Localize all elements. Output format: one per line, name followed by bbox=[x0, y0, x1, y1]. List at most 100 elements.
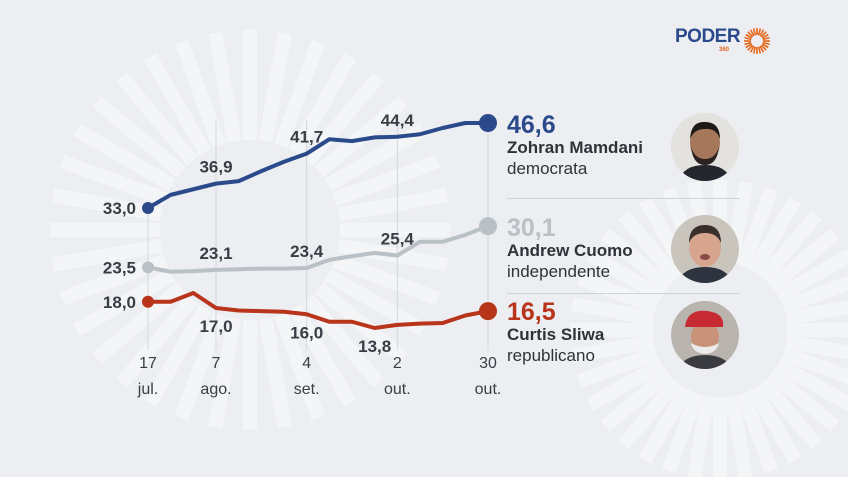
logo-sub: 360 bbox=[719, 47, 730, 53]
sunburst-ray bbox=[324, 268, 427, 337]
sun-ray bbox=[762, 36, 770, 41]
start-point bbox=[142, 202, 154, 214]
cuomo-photo bbox=[671, 215, 739, 283]
data-label: 13,8 bbox=[358, 337, 391, 356]
data-label: 36,9 bbox=[199, 158, 232, 177]
sunburst-ray bbox=[116, 294, 198, 388]
sun-ray bbox=[752, 46, 757, 54]
sunburst-ray bbox=[618, 377, 682, 450]
x-tick-month: out. bbox=[384, 381, 411, 398]
sunburst-ray bbox=[774, 357, 848, 412]
sun-icon bbox=[744, 28, 771, 54]
data-label: 41,7 bbox=[290, 128, 323, 147]
sunburst-ray bbox=[662, 391, 704, 474]
sunburst-ray bbox=[258, 31, 292, 143]
x-tick-day: 7 bbox=[212, 355, 221, 372]
sunburst-ray bbox=[781, 275, 848, 314]
sunburst-ray bbox=[116, 72, 198, 166]
x-tick-day: 17 bbox=[139, 355, 157, 372]
sun-ray bbox=[745, 33, 753, 39]
sunburst-ray bbox=[288, 304, 357, 407]
sunburst-ray bbox=[747, 384, 802, 464]
mamdani-photo bbox=[671, 113, 739, 181]
series-line-2 bbox=[148, 291, 489, 330]
sunburst-ray bbox=[274, 39, 325, 148]
x-tick-month: set. bbox=[294, 381, 320, 398]
logo-text: PODER bbox=[675, 26, 741, 47]
start-point bbox=[142, 295, 154, 308]
x-tick-month: out. bbox=[475, 381, 502, 398]
end-point bbox=[479, 217, 497, 236]
candidate-name: Curtis Sliwa bbox=[507, 325, 605, 344]
series-line-1 bbox=[147, 224, 489, 274]
sunburst-ray bbox=[571, 297, 655, 326]
sunburst-ray bbox=[73, 268, 176, 337]
sunburst-ray bbox=[600, 368, 673, 432]
sunburst-ray bbox=[208, 31, 242, 143]
x-tick-month: jul. bbox=[137, 381, 158, 398]
sun-ray bbox=[762, 41, 770, 46]
sunburst-ray bbox=[638, 384, 693, 464]
sun-ray bbox=[761, 33, 769, 39]
series-line-0 bbox=[146, 121, 488, 210]
data-label: 23,5 bbox=[103, 258, 136, 277]
candidate-party: independente bbox=[507, 262, 611, 281]
sunburst-ray bbox=[736, 391, 778, 474]
sunburst-ray bbox=[586, 248, 666, 303]
candidate-name: Zohran Mamdani bbox=[507, 138, 644, 157]
sun-ray bbox=[744, 36, 752, 41]
sun-ray bbox=[757, 46, 762, 54]
sunburst-ray bbox=[302, 294, 384, 388]
x-tick-month: ago. bbox=[200, 381, 231, 398]
sun-ray bbox=[749, 29, 755, 37]
sun-ray bbox=[752, 28, 757, 36]
end-point bbox=[479, 114, 497, 132]
x-tick-day: 30 bbox=[479, 355, 497, 372]
sunburst-ray bbox=[767, 368, 840, 432]
sunburst-ray bbox=[73, 123, 176, 192]
sunburst-ray bbox=[576, 272, 659, 314]
sunburst-ray bbox=[258, 317, 292, 429]
legend-sliwa: 16,5 Curtis Sliwa republicano bbox=[507, 299, 604, 366]
sunburst-ray bbox=[724, 395, 753, 477]
sunburst-ray bbox=[571, 334, 655, 363]
sun-ray bbox=[759, 45, 765, 53]
sunburst-ray bbox=[208, 317, 242, 429]
sunburst-ray bbox=[747, 196, 802, 276]
divider bbox=[507, 293, 740, 294]
sunburst-ray bbox=[92, 96, 186, 178]
sunburst-ray bbox=[785, 300, 848, 326]
sun-ray bbox=[757, 28, 762, 36]
data-label: 16,0 bbox=[290, 323, 323, 342]
sun-ray bbox=[761, 43, 769, 49]
poder360-logo: PODER 360 bbox=[675, 26, 772, 56]
sunburst-ray bbox=[59, 155, 168, 206]
sunburst-ray bbox=[288, 53, 357, 156]
candidate-name: Andrew Cuomo bbox=[507, 241, 633, 260]
sunburst-ray bbox=[767, 228, 840, 292]
sunburst-ray bbox=[785, 334, 848, 360]
x-tick-day: 4 bbox=[302, 355, 311, 372]
sunburst-ray bbox=[758, 377, 822, 450]
final-value: 46,6 bbox=[507, 111, 556, 139]
legend-mamdani: 46,6 Zohran Mamdani democrata bbox=[507, 112, 643, 179]
sunburst-ray bbox=[175, 39, 226, 148]
sunburst-ray bbox=[736, 186, 778, 269]
sun-ray bbox=[747, 31, 754, 38]
sun-ray bbox=[747, 44, 754, 51]
sunburst-ray bbox=[576, 346, 659, 388]
sunburst-ray bbox=[51, 238, 163, 272]
sunburst-ray bbox=[274, 312, 325, 421]
sun-ray bbox=[760, 31, 767, 38]
sunburst-ray bbox=[774, 248, 848, 303]
sliwa-photo bbox=[671, 301, 739, 369]
legend-cuomo: 30,1 Andrew Cuomo independente bbox=[507, 215, 633, 282]
data-label: 23,1 bbox=[199, 244, 232, 263]
candidate-party: democrata bbox=[507, 159, 588, 178]
data-label: 44,4 bbox=[381, 111, 415, 130]
data-label: 25,4 bbox=[381, 230, 415, 249]
sunburst-ray bbox=[143, 304, 212, 407]
data-label: 23,4 bbox=[290, 242, 324, 261]
sunburst-ray bbox=[600, 228, 673, 292]
